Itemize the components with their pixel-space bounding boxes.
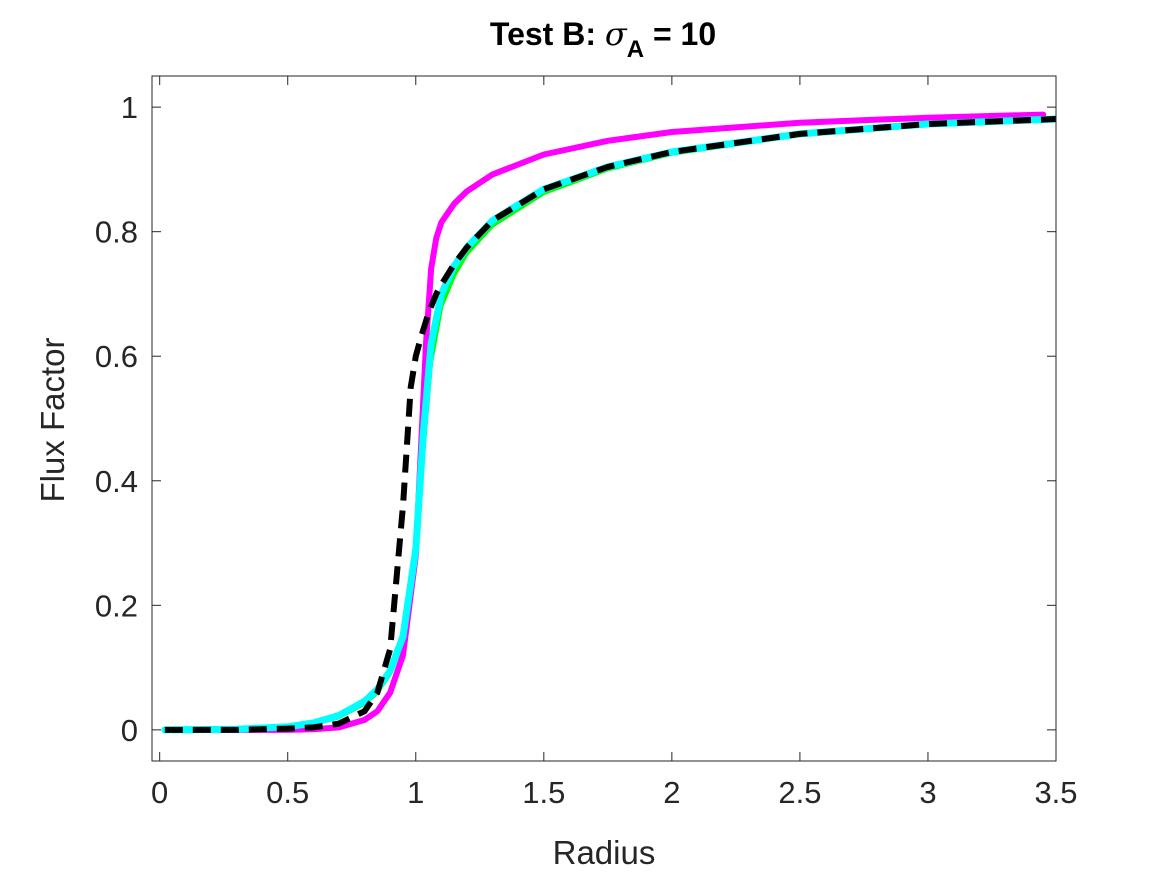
series-line-1 [162, 117, 1056, 732]
plot-area-box [151, 75, 1057, 762]
x-axis-label: Radius [553, 834, 656, 871]
y-tick-label: 0.4 [95, 464, 138, 499]
x-tick-labels: 0 0.5 1 1.5 2 2.5 3 3.5 [151, 775, 1077, 810]
y-tick-label: 0.6 [95, 339, 138, 374]
x-tick-label: 2.5 [778, 775, 821, 810]
x-tick-label: 2 [663, 775, 680, 810]
y-axis-label: Flux Factor [34, 337, 71, 502]
chart-title-prefix: Test B: [490, 16, 605, 52]
chart-title: Test B: σA = 10 [490, 15, 716, 63]
y-tick-label: 0.8 [95, 215, 138, 250]
x-tick-label: 3 [919, 775, 936, 810]
y-tick-label: 0 [121, 713, 138, 748]
x-tick-label: 0 [151, 775, 168, 810]
chart-title-subscript: A [627, 36, 644, 63]
chart-title-sigma: σ [605, 15, 628, 53]
x-tick-label: 1 [407, 775, 424, 810]
x-tick-label: 1.5 [522, 775, 565, 810]
series-layer [161, 111, 1056, 734]
x-tick-label: 3.5 [1034, 775, 1077, 810]
series-line-2 [161, 111, 1047, 733]
x-tick-label: 0.5 [266, 775, 309, 810]
tick-marks [152, 76, 1057, 761]
y-tick-labels: 0 0.2 0.4 0.6 0.8 1 [95, 90, 138, 748]
chart-title-suffix: = 10 [644, 16, 716, 52]
series-line-4 [164, 116, 1056, 733]
series-line-3 [161, 115, 1056, 734]
y-tick-label: 1 [121, 90, 138, 125]
y-tick-label: 0.2 [95, 588, 138, 623]
